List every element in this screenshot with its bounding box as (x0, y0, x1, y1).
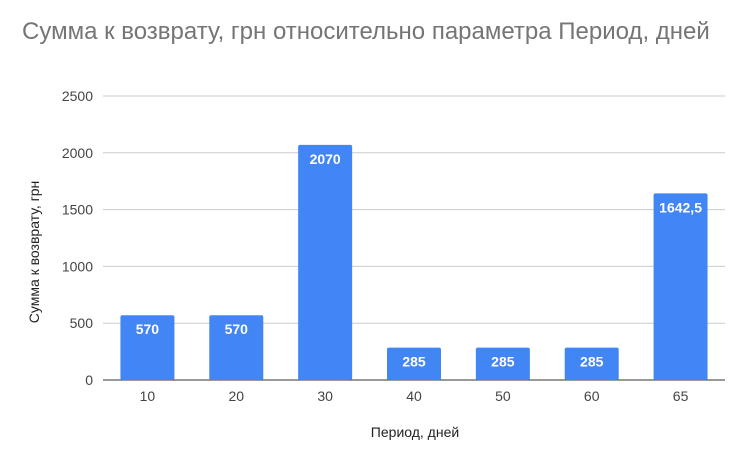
bar (387, 347, 441, 380)
data-label: 1642,5 (659, 199, 702, 215)
x-tick-label: 10 (140, 388, 156, 404)
data-label: 2070 (310, 151, 341, 167)
y-tick-label: 1000 (62, 258, 93, 274)
data-label: 285 (580, 354, 604, 370)
data-label: 285 (491, 354, 515, 370)
data-labels: 570 570 2070 285 285 285 1642,5 (136, 151, 702, 370)
x-tick-label: 60 (584, 388, 600, 404)
bar (298, 144, 353, 380)
x-tick-label: 20 (228, 388, 244, 404)
x-tick-labels: 10 20 30 40 50 60 65 (140, 388, 689, 404)
x-tick-label: 40 (406, 388, 422, 404)
bar (209, 315, 264, 380)
bar (475, 347, 530, 380)
chart-title: Сумма к возврату, грн относительно парам… (22, 18, 710, 45)
bars (120, 144, 708, 380)
data-label: 285 (402, 354, 426, 370)
y-tick-label: 0 (85, 372, 93, 388)
x-axis-title: Период, дней (370, 424, 460, 440)
data-label: 570 (225, 321, 249, 337)
y-tick-label: 2000 (62, 145, 93, 161)
y-tick-labels: 0 500 1000 1500 2000 2500 (62, 88, 93, 388)
y-tick-label: 2500 (62, 88, 93, 104)
x-tick-label: 50 (495, 388, 511, 404)
x-tick-label: 65 (673, 388, 689, 404)
data-label: 570 (136, 321, 160, 337)
bar (653, 193, 708, 380)
bar (564, 347, 619, 380)
y-tick-label: 500 (70, 315, 94, 331)
gridlines (103, 95, 725, 381)
bar (120, 315, 175, 380)
x-tick-label: 30 (317, 388, 333, 404)
y-tick-label: 1500 (62, 202, 93, 218)
